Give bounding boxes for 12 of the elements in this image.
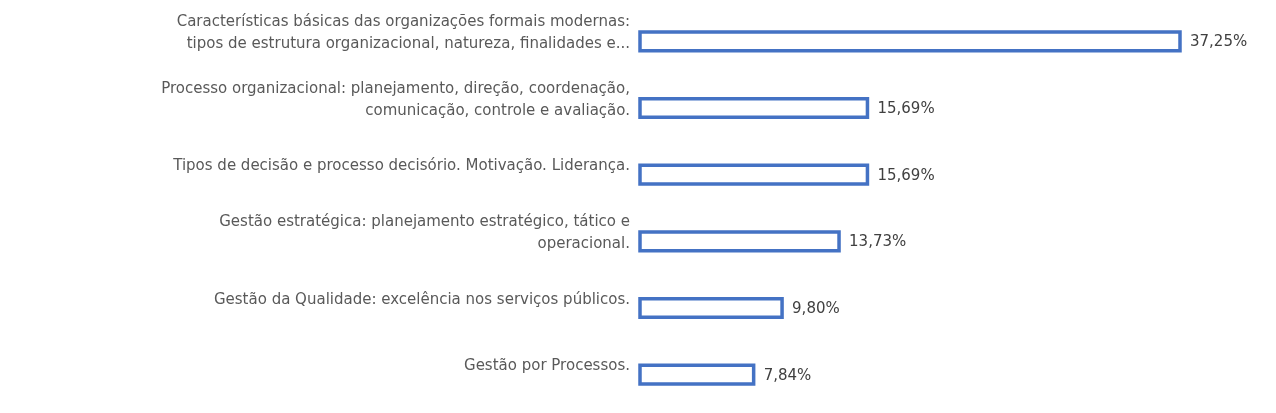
y-tick-label: Tipos de decisão e processo decisório. Motivação. Liderança. xyxy=(172,156,630,175)
y-tick-label: Gestão por Processos. xyxy=(464,356,630,375)
data-label: 15,69% xyxy=(877,99,935,117)
data-label: 7,84% xyxy=(763,365,812,384)
y-tick-label: Processo organizacional: planejamento, direção, coordenação, comunicação, controle e avaliação. xyxy=(161,78,630,119)
data-label: 13,73% xyxy=(849,232,907,251)
y-tick-label: Características básicas das organizações formais modernas: tipos de estrutura organizacional, natureza, finalidades e... xyxy=(176,12,630,52)
data-label: 15,69% xyxy=(877,165,935,184)
y-tick-label: Gestão da Qualidade: excelência nos serviços públicos. xyxy=(213,289,630,308)
y-tick-label: Gestão estratégica: planejamento estratégico, tático e operacional. xyxy=(219,212,630,252)
data-label: 9,80% xyxy=(792,299,840,317)
data-label: 37,25% xyxy=(1190,32,1248,51)
